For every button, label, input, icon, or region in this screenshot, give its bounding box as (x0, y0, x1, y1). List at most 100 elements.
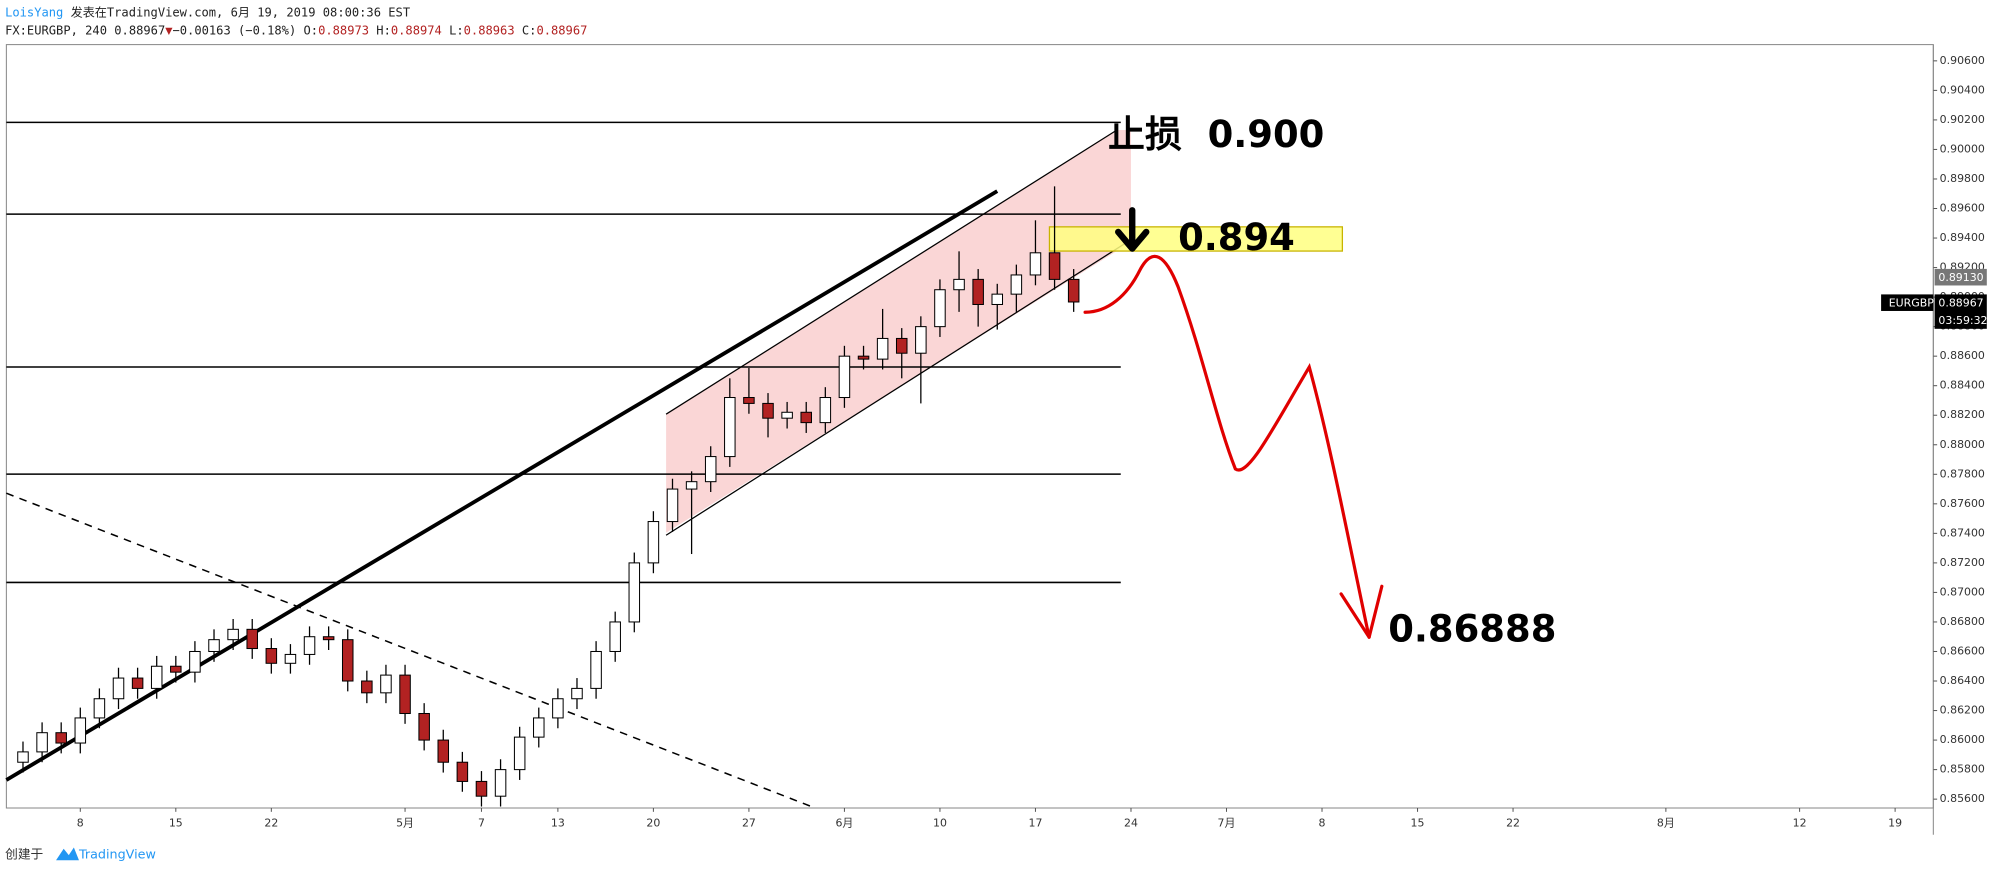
symbol: FX:EURGBP, 240 0.88967 (5, 23, 165, 37)
x-tick-label: 7月 (1218, 816, 1236, 829)
entry-label: 0.894 (1178, 216, 1295, 259)
candle-body (265, 648, 278, 664)
candle-body (609, 621, 621, 652)
y-tick-label: 0.89400 (1940, 231, 1985, 244)
x-tick-label: 13 (551, 816, 565, 829)
candle-body (361, 680, 373, 694)
y-tick-label: 0.86000 (1940, 733, 1985, 746)
y-tick-label: 0.88000 (1940, 438, 1985, 451)
forecast-arrowhead (1339, 584, 1384, 639)
created-label: 创建于 (5, 848, 43, 863)
candle-body (437, 739, 450, 763)
candle-body (55, 732, 67, 744)
x-tick-label: 20 (646, 816, 660, 829)
y-tick-label: 0.90600 (1940, 54, 1985, 67)
symbol-tag-box (1881, 294, 1934, 311)
last-tag: 0.88967 (1938, 296, 1983, 309)
candle-body (475, 780, 488, 797)
candle-body (685, 481, 698, 490)
candle-body (17, 751, 29, 763)
candle-body (876, 337, 889, 360)
high-tag: 0.89130 (1938, 271, 1983, 284)
change-arrow: ▼ (165, 23, 173, 37)
candle-body (112, 677, 125, 700)
ohlc-key: C: (522, 23, 537, 37)
y-tick-label: 0.86400 (1940, 674, 1985, 687)
brand-logo[interactable] (56, 847, 79, 861)
forecast (1083, 207, 1384, 639)
candle-body (972, 278, 984, 305)
candle-body (284, 653, 297, 664)
candle-body (322, 636, 335, 641)
candle-body (915, 326, 927, 354)
candle-body (819, 397, 832, 424)
forecast-path (1083, 255, 1371, 639)
x-tick-label: 22 (264, 816, 278, 829)
y-tick-label: 0.90000 (1940, 142, 1985, 155)
candle-body (953, 278, 965, 291)
candle-body (991, 293, 1004, 305)
y-tick-label: 0.87400 (1940, 526, 1985, 539)
y-tick-label: 0.90400 (1940, 83, 1985, 96)
y-tick-label: 0.90200 (1940, 113, 1985, 126)
candles (17, 186, 1080, 807)
ohlc-key: L: (449, 23, 464, 37)
x-tick-label: 15 (1411, 816, 1425, 829)
candle-body (552, 698, 564, 719)
ohlc-value: 0.88974 (391, 23, 442, 37)
x-tick-label: 22 (1506, 816, 1520, 829)
candle-body (36, 732, 48, 753)
y-tick-label: 0.85800 (1940, 763, 1985, 776)
y-tick-label: 0.88600 (1940, 349, 1985, 362)
x-tick-label: 24 (1124, 816, 1138, 829)
candle-body (838, 355, 851, 399)
candle-body (762, 402, 774, 419)
channel-fill (666, 129, 1131, 533)
x-tick-label: 27 (742, 816, 756, 829)
countdown: 03:59:32 (1938, 314, 1987, 327)
candle-body (800, 411, 812, 424)
candle-body (1067, 278, 1080, 303)
x-tick-label: 8 (77, 816, 84, 829)
y-tick-label: 0.85600 (1940, 792, 1985, 805)
down-arrow (1115, 207, 1150, 252)
x-tick-label: 6月 (835, 816, 853, 829)
candle-body (704, 456, 717, 483)
candle-body (170, 665, 182, 673)
drawings (5, 121, 1344, 809)
brand-name[interactable]: TradingView (78, 848, 156, 863)
x-tick-label: 7 (478, 816, 485, 829)
ohlc-value: 0.88963 (464, 23, 515, 37)
candle-body (533, 717, 545, 738)
entry-zone (1048, 226, 1344, 252)
channel-lower (665, 241, 1128, 536)
candle-body (1048, 252, 1061, 280)
header-line-1: LoisYang 发表在TradingView.com, 6月 19, 2019… (5, 4, 410, 19)
symbol-tag: EURGBP (1889, 296, 1934, 309)
x-tick-label: 17 (1029, 816, 1043, 829)
candle-body (227, 628, 239, 641)
x-tick-label: 5月 (396, 816, 414, 829)
candle-body (208, 639, 220, 652)
y-tick-label: 0.87200 (1940, 556, 1985, 569)
candle-body (189, 650, 201, 673)
candle-body (724, 397, 736, 458)
candle-body (895, 337, 908, 354)
x-tick-label: 15 (169, 816, 183, 829)
x-tick-label: 19 (1888, 816, 1902, 829)
candle-body (131, 677, 144, 689)
candle-body (781, 411, 793, 419)
candle-body (571, 687, 583, 700)
published: 发表在TradingView.com, 6月 19, 2019 08:00:36… (63, 4, 410, 19)
y-tick-label: 0.86600 (1940, 644, 1985, 657)
candle-body (857, 355, 870, 360)
author[interactable]: LoisYang (5, 5, 63, 19)
candle-body (399, 674, 411, 715)
candle-body (246, 628, 258, 650)
ohlc-key: H: (376, 23, 391, 37)
change: −0.00163 (−0.18%) (173, 23, 297, 37)
candle-body (628, 562, 641, 623)
candle-body (380, 674, 392, 694)
